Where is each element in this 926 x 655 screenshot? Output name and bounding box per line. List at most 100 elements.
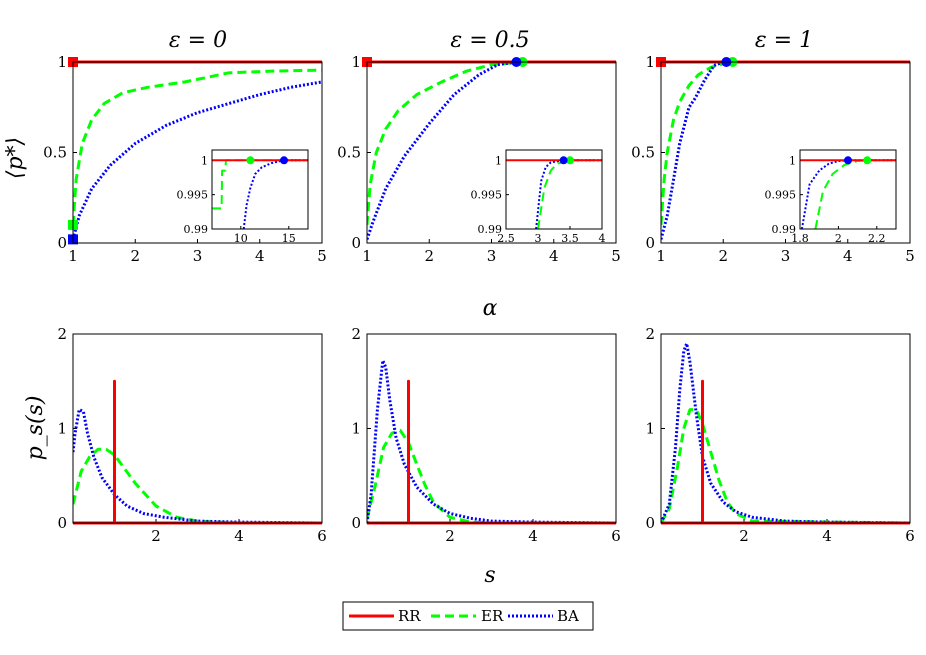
panel-3: 2 4 6 0 1 2 <box>57 325 326 545</box>
panel-4-frame <box>366 333 617 524</box>
panel-3-y-tick-label-1: 1 <box>57 420 67 438</box>
panel-5-x-tick-label-1: 4 <box>822 527 832 545</box>
legend: RR ER BA <box>342 601 594 631</box>
panel-3-y-tick-label-0: 0 <box>57 514 67 532</box>
panel-2-inset-y-tick-label-2: 1 <box>789 154 796 167</box>
panel-0-inset-y-tick-label-0: 0.99 <box>184 223 209 236</box>
panel-title-eps1: ε = 1 <box>755 28 813 53</box>
panel-2-inset-x-tick-label-2: 2.2 <box>868 232 886 245</box>
panel-4-background <box>367 334 616 523</box>
panel-5-series-er <box>661 408 911 525</box>
panel-5-frame <box>660 333 911 524</box>
panel-0-inset-series-ba <box>242 159 308 230</box>
panel-0-y-tick-label-0: 0 <box>57 234 67 252</box>
panel-1-inset: 2.5 3 3.5 4 0.99 0.995 1 <box>471 149 606 245</box>
panel-0-inset-y-tick-label-2: 1 <box>201 154 208 167</box>
panel-0-inset-background <box>212 150 308 229</box>
panel-5-series-ba <box>661 342 911 525</box>
panel-2-y-tick-label-2: 1 <box>645 53 655 71</box>
panel-title-eps0: ε = 0 <box>169 28 227 53</box>
legend-label-ba: BA <box>557 607 579 625</box>
panel-title-eps05: ε = 0.5 <box>450 28 529 53</box>
panel-4-series-ba <box>367 359 617 525</box>
panel-2-inset-x-tick-label-0: 1.8 <box>791 232 809 245</box>
panel-0-inset: 10 15 0.99 0.995 1 <box>177 149 309 245</box>
panel-3-series-ba <box>73 408 323 525</box>
panel-0-x-tick-label-0: 1 <box>68 247 78 265</box>
panel-0-x-tick-label-2: 3 <box>193 247 203 265</box>
panel-1-inset-marker-er <box>566 156 574 165</box>
panel-0-inset-marker-ba <box>280 156 288 165</box>
panel-1-x-tick-label-3: 4 <box>549 247 559 265</box>
legend-label-er: ER <box>481 607 504 625</box>
panel-2-inset-frame <box>799 149 897 230</box>
bottom-y-axis-label: p_s(s) <box>23 396 48 461</box>
panel-2-inset-series-er <box>814 159 896 230</box>
panel-2-y-tick-label-0: 0 <box>645 234 655 252</box>
bottom-x-axis-label: s <box>484 563 495 588</box>
panel-0-y-tick-label-2: 1 <box>57 53 67 71</box>
panel-3-x-tick-label-1: 4 <box>234 527 244 545</box>
panel-2-inset-y-tick-label-0: 0.99 <box>772 223 797 236</box>
panel-1-inset-x-tick-label-0: 2.5 <box>497 232 515 245</box>
panel-1-inset-x-tick-label-3: 4 <box>599 232 606 245</box>
panel-5-y-tick-label-1: 1 <box>645 420 655 438</box>
panel-0-x-tick-label-4: 5 <box>317 247 327 265</box>
panel-0-y-tick-label-1: 0.5 <box>43 144 67 162</box>
panel-2-x-tick-label-3: 4 <box>843 247 853 265</box>
panel-2-y-tick-label-1: 0.5 <box>631 144 655 162</box>
panel-4-y-tick-label-2: 2 <box>351 325 361 343</box>
panel-5: 2 4 6 0 1 2 <box>645 325 914 545</box>
panel-1-inset-x-tick-label-1: 3 <box>535 232 542 245</box>
panel-2: 1 2 3 4 5 0 0.5 1 1.8 2 2.2 0.99 0.995 1 <box>631 53 915 265</box>
panel-1-x-tick-label-1: 2 <box>424 247 434 265</box>
panel-1-inset-background <box>506 150 602 229</box>
panel-3-x-tick-label-2: 6 <box>317 527 327 545</box>
panel-0-frame <box>72 61 323 244</box>
panel-1-x-tick-label-4: 5 <box>611 247 621 265</box>
panel-0-inset-marker-er <box>246 156 255 165</box>
panel-1-x-tick-label-0: 1 <box>362 247 372 265</box>
panel-1-inset-x-tick-label-2: 3.5 <box>561 232 579 245</box>
panel-5-x-tick-label-0: 2 <box>739 527 749 545</box>
panel-1-inset-frame <box>505 149 603 230</box>
panel-0-x-tick-label-3: 4 <box>255 247 265 265</box>
panel-3-background <box>73 334 322 523</box>
panel-4-series-er <box>367 428 616 525</box>
top-y-axis-label: ⟨p*⟩ <box>3 137 28 179</box>
panel-0-series-er <box>73 68 323 226</box>
panel-1-inset-marker-ba <box>559 156 568 165</box>
panel-2-x-tick-label-4: 5 <box>905 247 915 265</box>
panel-3-y-tick-label-2: 2 <box>57 325 67 343</box>
panel-2-x-tick-label-1: 2 <box>718 247 728 265</box>
panel-1-y-tick-label-2: 1 <box>351 53 361 71</box>
panel-2-inset: 1.8 2 2.2 0.99 0.995 1 <box>765 149 897 245</box>
panel-0-x-tick-label-1: 2 <box>130 247 140 265</box>
panel-0-inset-x-tick-label-1: 15 <box>282 232 296 245</box>
legend-label-rr: RR <box>398 607 421 625</box>
panel-5-y-tick-label-0: 0 <box>645 514 655 532</box>
panel-4-x-tick-label-0: 2 <box>445 527 455 545</box>
panel-4-x-tick-label-1: 4 <box>528 527 538 545</box>
panel-1-inset-y-tick-label-1: 0.995 <box>471 189 503 202</box>
panel-5-x-tick-label-2: 6 <box>905 527 915 545</box>
panel-1-frame <box>366 61 617 244</box>
panel-3-series-er <box>73 447 322 525</box>
panel-3-x-tick-label-0: 2 <box>151 527 161 545</box>
panel-1-inset-y-tick-label-2: 1 <box>495 154 502 167</box>
panel-2-series-ba <box>661 60 910 240</box>
panel-1-series-er <box>367 60 616 226</box>
panel-1-y-tick-label-1: 0.5 <box>337 144 361 162</box>
panel-2-inset-y-tick-label-1: 0.995 <box>765 189 797 202</box>
panel-4-x-tick-label-2: 6 <box>611 527 621 545</box>
panel-4: 2 4 6 0 1 2 <box>351 325 620 545</box>
panel-0: 1 2 3 4 5 0 0.5 1 10 15 0.99 0.995 1 <box>43 53 327 265</box>
panel-2-x-tick-label-2: 3 <box>781 247 791 265</box>
top-x-axis-label: α <box>483 296 498 321</box>
panel-2-inset-marker-ba <box>844 156 852 165</box>
panel-1-y-tick-label-0: 0 <box>351 234 361 252</box>
panel-0-inset-x-tick-label-0: 10 <box>234 232 248 245</box>
